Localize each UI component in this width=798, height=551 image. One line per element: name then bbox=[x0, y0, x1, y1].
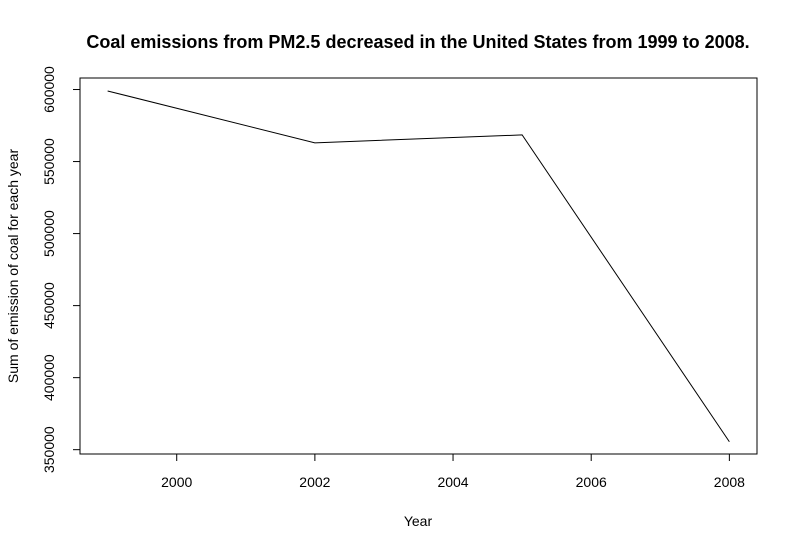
x-tick-label: 2008 bbox=[714, 474, 745, 490]
y-axis-label: Sum of emission of coal for each year bbox=[5, 149, 21, 384]
x-tick-label: 2000 bbox=[161, 474, 192, 490]
y-tick-label: 450000 bbox=[41, 282, 57, 329]
y-tick-label: 500000 bbox=[41, 210, 57, 257]
x-tick-label: 2006 bbox=[576, 474, 607, 490]
series-layer bbox=[107, 90, 730, 443]
y-tick-label: 400000 bbox=[41, 354, 57, 401]
series-line bbox=[107, 90, 730, 443]
y-tick-label: 600000 bbox=[41, 66, 57, 113]
x-axis-label: Year bbox=[404, 513, 433, 529]
x-tick-label: 2004 bbox=[437, 474, 468, 490]
plot-area-frame bbox=[79, 77, 758, 455]
y-tick-label: 550000 bbox=[41, 138, 57, 185]
y-tick-label: 350000 bbox=[41, 426, 57, 473]
x-tick-label: 2002 bbox=[299, 474, 330, 490]
chart-title: Coal emissions from PM2.5 decreased in t… bbox=[86, 32, 749, 52]
x-axis: 2000 2002 2004 2006 2008 bbox=[161, 453, 745, 490]
y-axis: 350000 400000 450000 500000 550000 600000 bbox=[41, 66, 81, 473]
